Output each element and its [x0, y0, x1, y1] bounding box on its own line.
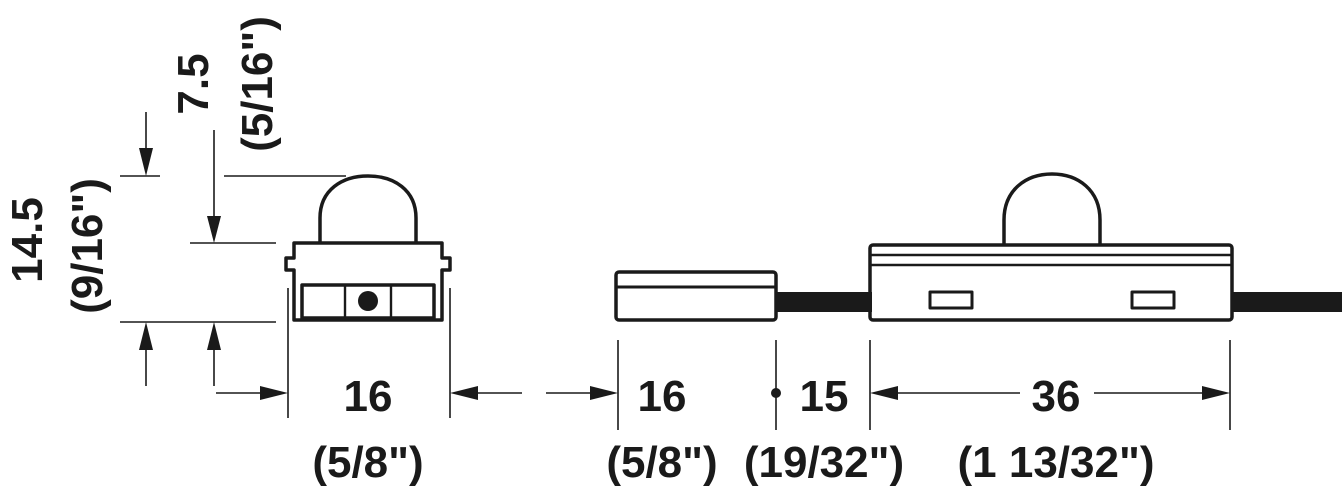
connector-length-value: 16 [638, 372, 687, 421]
front-dimension-lines [120, 112, 522, 418]
height-total-value: 14.5 [3, 197, 52, 283]
module-length-inch: (1 13/32") [958, 438, 1155, 487]
module-length-value: 36 [1032, 372, 1081, 421]
module-lens-dome [1002, 172, 1102, 245]
front-width-inch: (5/8") [312, 438, 423, 487]
side-view [614, 172, 1342, 322]
module-body [868, 243, 1234, 322]
front-body [284, 241, 452, 322]
front-view [284, 174, 452, 322]
height-total-inch: (9/16") [63, 178, 112, 314]
height-lens-inch: (5/16") [233, 16, 282, 152]
front-width-value: 16 [344, 372, 393, 421]
height-lens-value: 7.5 [169, 53, 218, 114]
cable-segment [776, 292, 872, 312]
module-slot-left [928, 290, 974, 310]
front-sensor-dot [358, 291, 378, 311]
front-window [300, 283, 436, 320]
module-slot-right [1130, 290, 1176, 310]
outgoing-cable [1232, 292, 1342, 312]
connector-length-inch: (5/8") [606, 438, 717, 487]
connector-plug [614, 270, 778, 322]
side-dimension-lines [546, 340, 1231, 430]
cable-gap-inch: (19/32") [744, 438, 904, 487]
cable-gap-value: 15 [800, 372, 849, 421]
front-lens-dome [318, 174, 418, 243]
